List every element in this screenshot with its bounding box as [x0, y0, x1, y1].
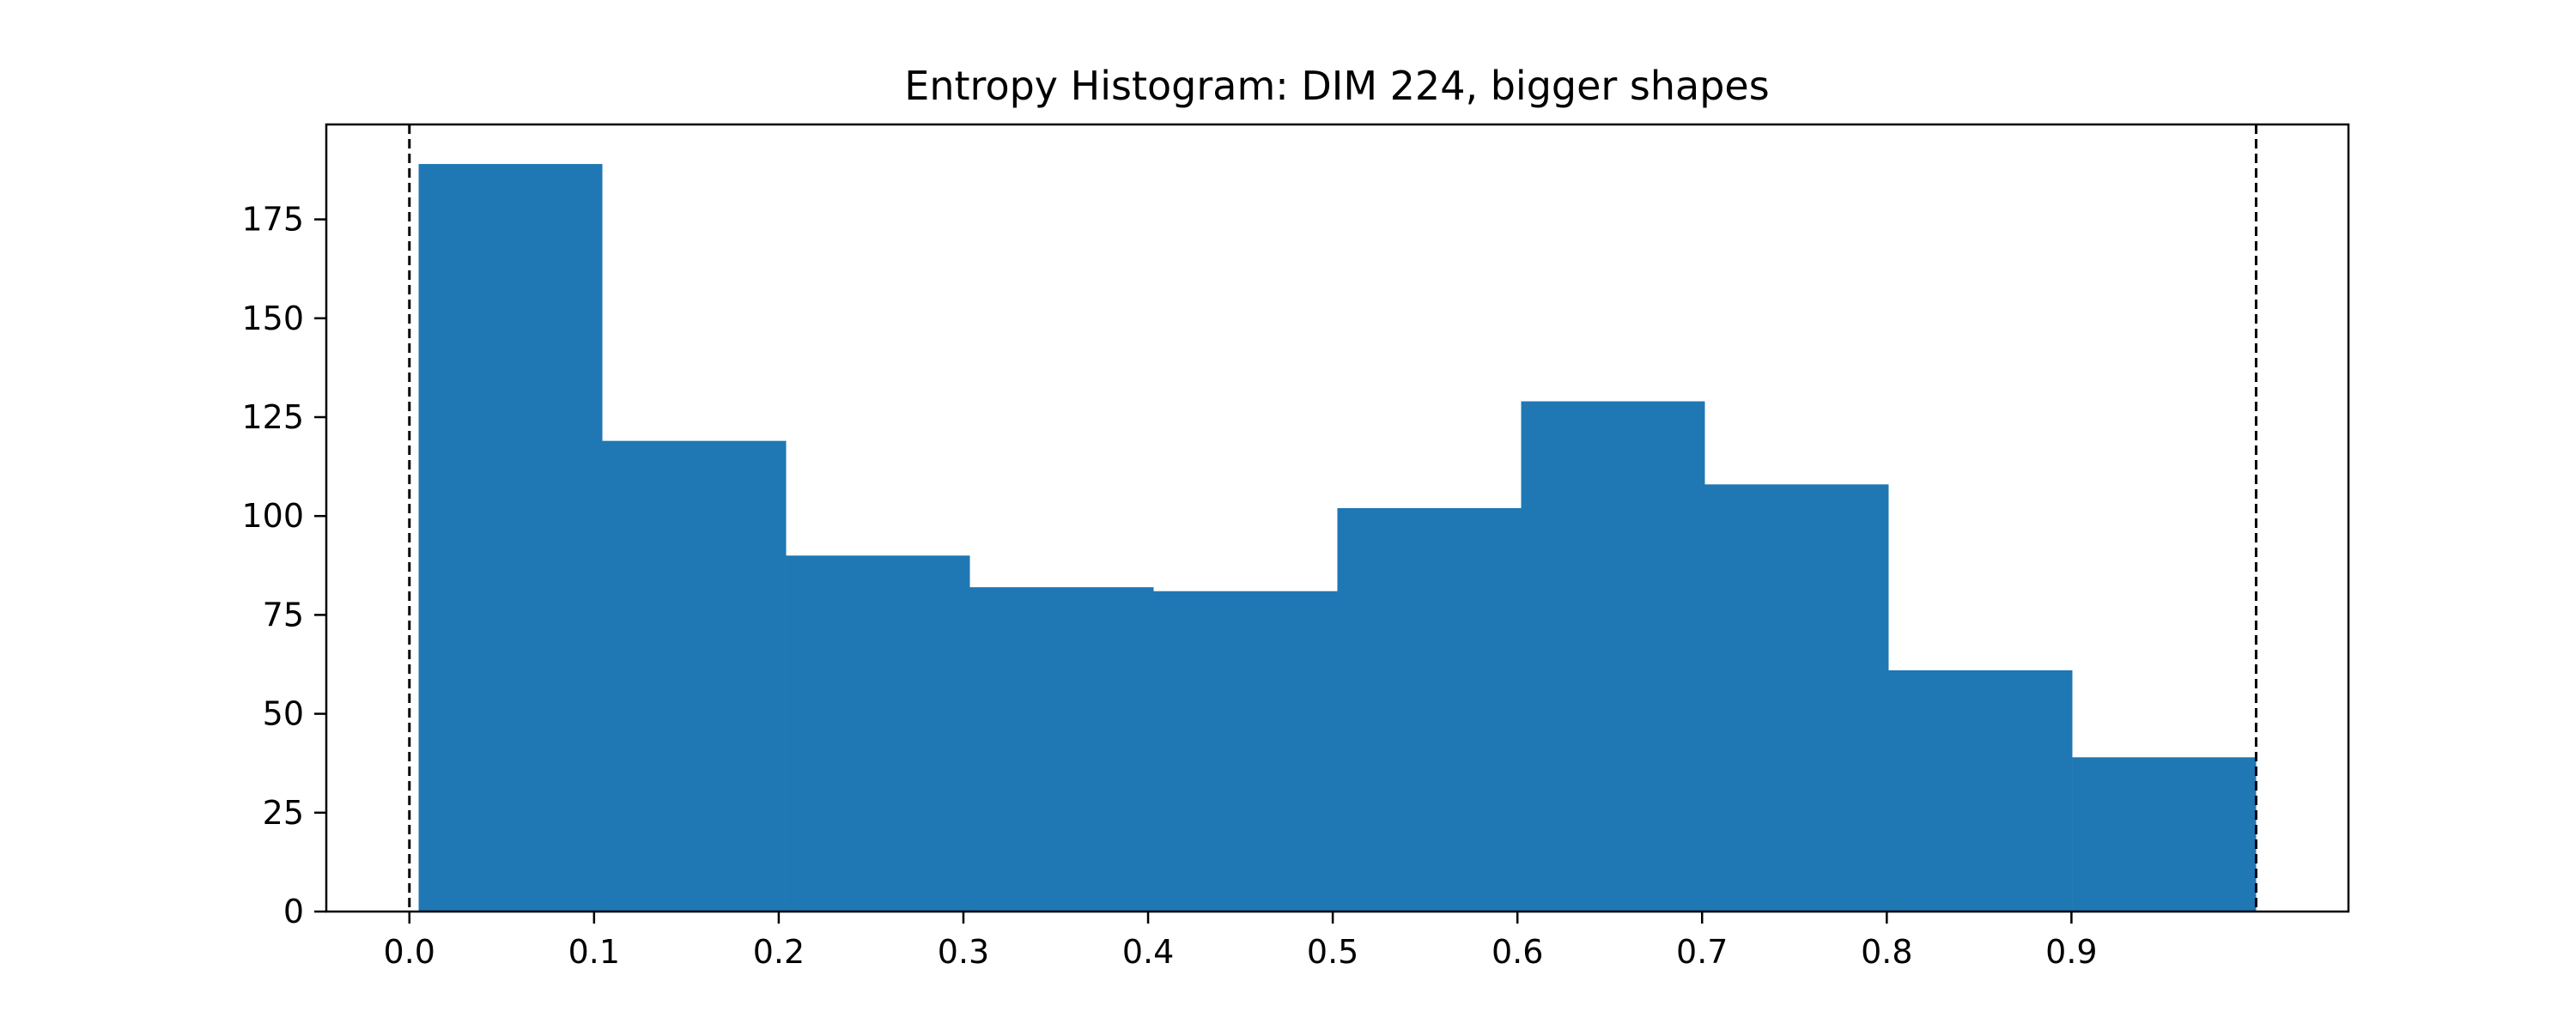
histogram-bar-10 [2072, 757, 2257, 912]
x-tick-label-6: 0.6 [1492, 933, 1543, 971]
x-tick-label-9: 0.9 [2045, 933, 2097, 971]
y-tick-label-0: 0 [283, 893, 304, 930]
x-tick-label-2: 0.2 [753, 933, 805, 971]
x-tick-label-3: 0.3 [938, 933, 989, 971]
histogram-bar-6 [1337, 507, 1522, 912]
x-tick-label-4: 0.4 [1122, 933, 1174, 971]
histogram-bar-5 [1153, 591, 1338, 912]
x-tick-label-5: 0.5 [1307, 933, 1358, 971]
plot-frame [325, 123, 2350, 913]
x-tick-label-0: 0.0 [384, 933, 435, 971]
histogram-bar-7 [1521, 401, 1705, 912]
y-tick-label-5: 125 [241, 398, 304, 436]
y-tick-label-4: 100 [241, 497, 304, 535]
chart-title: Entropy Histogram: DIM 224, bigger shape… [904, 63, 1769, 109]
x-tick-label-7: 0.7 [1676, 933, 1728, 971]
histogram-bar-3 [786, 555, 970, 912]
y-tick-label-6: 150 [241, 300, 304, 337]
histogram-bar-4 [969, 587, 1154, 912]
bars-layer [418, 164, 2257, 912]
histogram-bar-1 [418, 164, 603, 912]
x-tick-label-1: 0.1 [568, 933, 620, 971]
y-tick-label-7: 175 [241, 201, 304, 239]
histogram-bar-8 [1704, 484, 1889, 912]
x-tick-label-8: 0.8 [1861, 933, 1912, 971]
y-tick-label-2: 50 [263, 695, 304, 733]
axes-layer: 0.0 0.1 0.2 0.3 0.4 0.5 0.6 0.7 0.8 0.9 0 25 50 75 100… [241, 123, 2350, 971]
histogram-bar-9 [1888, 670, 2073, 912]
y-tick-label-3: 75 [263, 596, 304, 633]
histogram-bar-2 [602, 440, 787, 912]
y-tick-label-1: 25 [263, 794, 304, 832]
